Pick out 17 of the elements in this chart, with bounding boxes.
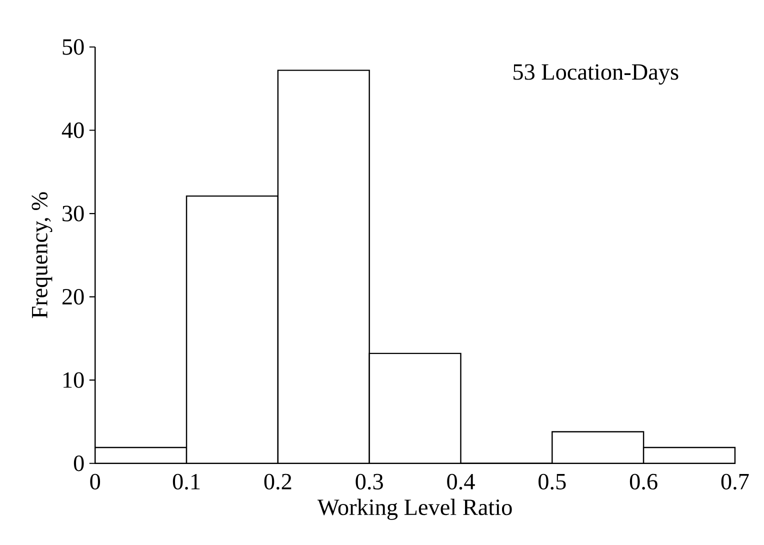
x-tick-label: 0.7 <box>721 474 749 490</box>
y-tick-label: 50 <box>62 38 84 55</box>
x-tick-label: 0 <box>90 474 100 490</box>
x-tick-label: 0.2 <box>264 474 292 490</box>
x-tick-label: 0.6 <box>630 474 658 490</box>
y-tick-label: 30 <box>62 205 84 222</box>
y-axis-title: Frequency, % <box>32 192 52 318</box>
x-axis-title: Working Level Ratio <box>317 498 512 520</box>
y-tick-label: 0 <box>74 455 84 471</box>
x-tick-label: 0.5 <box>538 474 566 490</box>
y-tick-label: 20 <box>62 288 84 304</box>
annotation: 53 Location-Days <box>514 64 678 84</box>
y-tick-label: 40 <box>62 122 84 138</box>
y-tick-label: 10 <box>63 372 84 388</box>
x-tick-label: 0.1 <box>172 474 200 490</box>
x-tick-label: 0.3 <box>356 474 383 490</box>
x-tick-label: 0.4 <box>447 474 475 490</box>
